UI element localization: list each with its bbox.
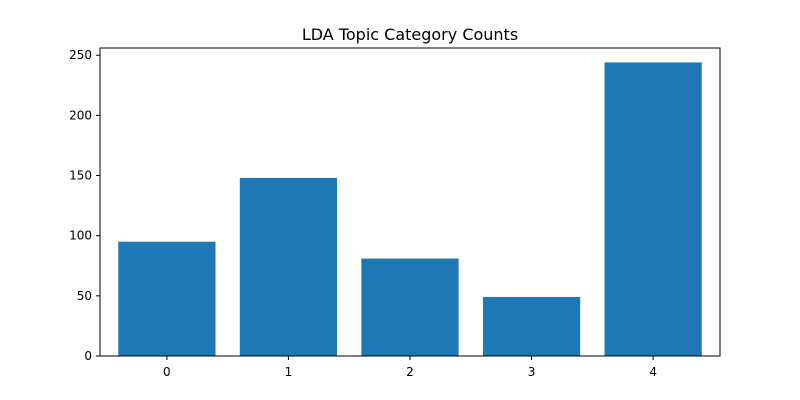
y-tick-label: 150 <box>69 169 92 183</box>
x-tick-label: 1 <box>285 365 293 379</box>
chart-title: LDA Topic Category Counts <box>302 25 518 44</box>
x-tick-label: 3 <box>528 365 536 379</box>
bar-1 <box>239 177 338 356</box>
y-tick-label: 250 <box>69 48 92 62</box>
y-tick-label: 100 <box>69 229 92 243</box>
bar-0 <box>118 241 216 356</box>
plot-area <box>118 62 702 356</box>
x-tick-label: 4 <box>649 365 657 379</box>
y-tick-label: 50 <box>77 289 92 303</box>
bar-3 <box>482 297 581 356</box>
y-tick-label: 0 <box>84 349 92 363</box>
x-axis: 0 1 2 3 4 <box>163 356 657 379</box>
bar-2 <box>361 258 459 356</box>
plot-frame <box>99 47 721 357</box>
x-tick-label: 0 <box>163 365 171 379</box>
x-tick-label: 2 <box>406 365 414 379</box>
y-axis: 0 50 100 150 200 250 <box>69 48 100 363</box>
y-tick-label: 200 <box>69 108 92 122</box>
bar-4 <box>604 62 702 356</box>
